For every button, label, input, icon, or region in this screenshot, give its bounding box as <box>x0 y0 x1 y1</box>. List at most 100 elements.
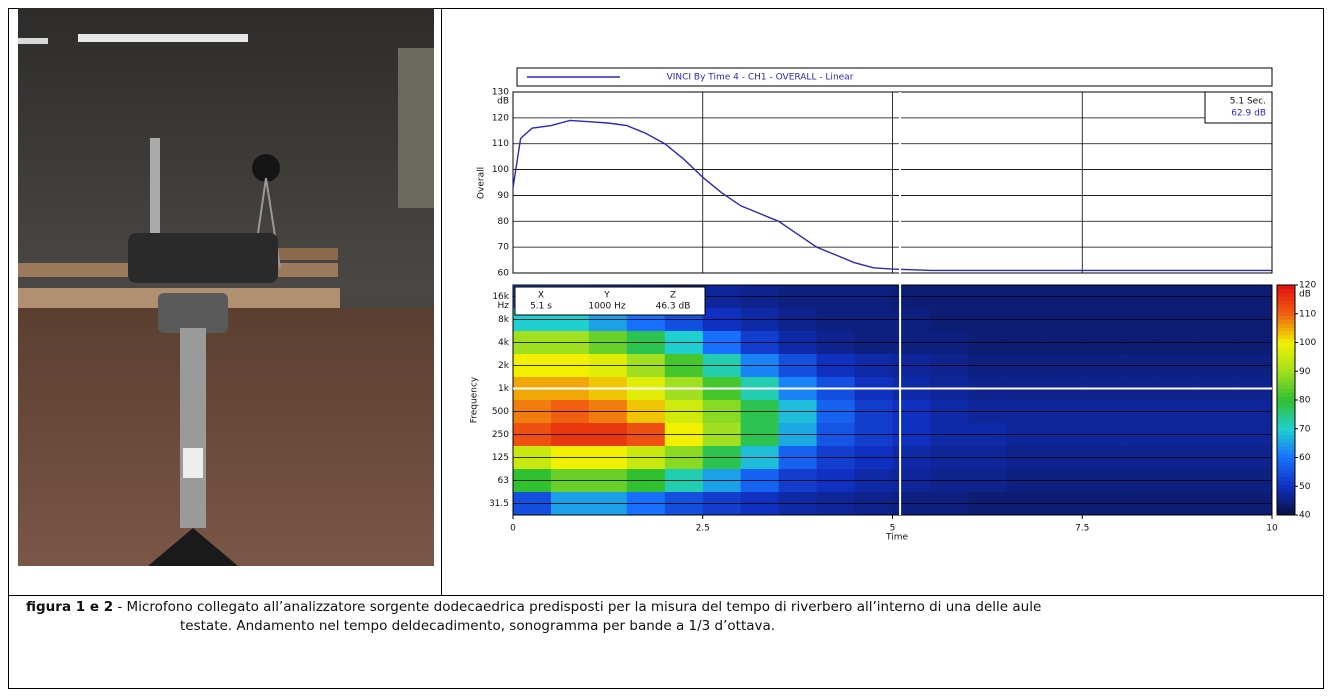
colorbar-segment <box>1277 377 1295 382</box>
colorbar-segment <box>1277 469 1295 474</box>
y-tick-label: 500 <box>492 407 509 417</box>
colorbar-segment <box>1277 308 1295 313</box>
y-axis-label: Frequency <box>470 376 480 423</box>
colorbar-segment <box>1277 392 1295 397</box>
colorbar-segment <box>1277 319 1295 324</box>
colorbar-segment <box>1277 400 1295 405</box>
cursor-value: 46.3 dB <box>656 302 691 312</box>
y-tick-label: 125 <box>492 453 509 463</box>
caption: figura 1 e 2 - Microfono collegato all’a… <box>26 598 1041 636</box>
y-tick-label: 250 <box>492 430 509 440</box>
y-tick-label: 63 <box>498 476 509 486</box>
colorbar-segment <box>1277 285 1295 290</box>
colorbar-segment <box>1277 311 1295 317</box>
colorbar-segment <box>1277 495 1295 501</box>
colorbar-segment <box>1277 511 1295 516</box>
colorbar-segment <box>1277 334 1295 340</box>
y-tick-label: 60 <box>498 269 510 279</box>
readout-box <box>1204 91 1273 124</box>
y-unit: dB <box>497 97 509 107</box>
legend-box <box>516 67 1273 87</box>
colorbar-label: 50 <box>1299 482 1311 492</box>
cursor-value: 5.1 s <box>530 302 552 312</box>
y-tick-label: 16k <box>492 292 509 302</box>
colorbar-segment <box>1277 488 1295 493</box>
colorbar-label: 60 <box>1299 453 1311 463</box>
caption-text: - Microfono collegato all’analizzatore s… <box>117 599 1042 615</box>
y-tick-label: 70 <box>498 243 510 253</box>
colorbar-unit: dB <box>1299 290 1311 300</box>
y-tick-label: 31.5 <box>489 499 509 509</box>
colorbar-segment <box>1277 315 1295 320</box>
colorbar-segment <box>1277 472 1295 478</box>
y-tick-label: 80 <box>498 217 510 227</box>
x-tick-label: 5 <box>890 524 896 534</box>
legend-label: VINCI By Time 4 - CH1 - OVERALL - Linear <box>667 73 854 83</box>
colorbar-segment <box>1277 350 1295 355</box>
colorbar-segment <box>1277 396 1295 401</box>
y-tick-label: 8k <box>498 315 510 325</box>
colorbar-label: 100 <box>1299 338 1316 348</box>
colorbar-segment <box>1277 446 1295 451</box>
colorbar-segment <box>1277 342 1295 347</box>
colorbar-segment <box>1277 434 1295 439</box>
y-tick-label: 90 <box>498 191 510 201</box>
chart: VINCI By Time 4 - CH1 - OVERALL - Linear… <box>470 67 1316 543</box>
cursor-label: Z <box>670 291 676 301</box>
caption-line: testate. Andamento nel tempo deldecadime… <box>180 618 776 634</box>
y-tick-label: 130 <box>492 88 509 98</box>
cursor-value: 1000 Hz <box>588 302 626 312</box>
y-tick-label: 110 <box>492 139 509 149</box>
colorbar-segment <box>1277 476 1295 481</box>
colorbar-label: 80 <box>1299 396 1311 406</box>
colorbar-segment <box>1277 357 1295 363</box>
colorbar-segment <box>1277 426 1295 432</box>
figure-frame <box>8 8 1324 689</box>
colorbar-segment <box>1277 465 1295 470</box>
colorbar-segment <box>1277 503 1295 508</box>
readout-level: 62.9 dB <box>1231 109 1266 119</box>
colorbar-segment <box>1277 461 1295 466</box>
photo <box>18 8 434 566</box>
colorbar-segment <box>1277 288 1295 294</box>
colorbar-label: 120 <box>1299 281 1316 291</box>
colorbar-segment <box>1277 338 1295 343</box>
caption-line: figura 1 e 2 - Microfono collegato all’a… <box>26 598 1041 617</box>
cursor-label: X <box>538 291 544 301</box>
colorbar-segment <box>1277 380 1295 386</box>
cursor-label: Y <box>603 291 610 301</box>
colorbar-segment <box>1277 300 1295 305</box>
x-axis-label: Time <box>885 533 908 543</box>
colorbar-segment <box>1277 423 1295 428</box>
colorbar-segment <box>1277 457 1295 462</box>
decay-line <box>512 119 1272 272</box>
colorbar-segment <box>1277 415 1295 420</box>
colorbar-segment <box>1277 449 1295 455</box>
colorbar-label: 40 <box>1299 511 1311 521</box>
x-tick-label: 2.5 <box>696 524 710 534</box>
cursor-box <box>514 286 706 316</box>
colorbar-segment <box>1277 492 1295 497</box>
colorbar-segment <box>1277 331 1295 336</box>
y-tick-label: 1k <box>498 384 510 394</box>
colorbar-segment <box>1277 442 1295 447</box>
row-divider <box>8 595 1324 596</box>
y-tick-label: 100 <box>492 165 509 175</box>
colorbar-label: 110 <box>1299 309 1316 319</box>
colorbar-segment <box>1277 430 1295 435</box>
colorbar-segment <box>1277 384 1295 389</box>
colorbar-label: 70 <box>1299 424 1311 434</box>
y-axis-label: Overall <box>477 167 487 199</box>
colorbar-segment <box>1277 304 1295 309</box>
colorbar-segment <box>1277 403 1295 409</box>
colorbar-label: 90 <box>1299 367 1311 377</box>
colorbar-segment <box>1277 292 1295 297</box>
caption-label: figura 1 e 2 <box>26 599 114 615</box>
colorbar-segment <box>1277 499 1295 504</box>
colorbar-segment <box>1277 365 1295 370</box>
x-tick-label: 7.5 <box>1075 524 1089 534</box>
colorbar-segment <box>1277 484 1295 489</box>
colorbar-segment <box>1277 480 1295 485</box>
colorbar-segment <box>1277 388 1295 393</box>
colorbar-segment <box>1277 438 1295 443</box>
